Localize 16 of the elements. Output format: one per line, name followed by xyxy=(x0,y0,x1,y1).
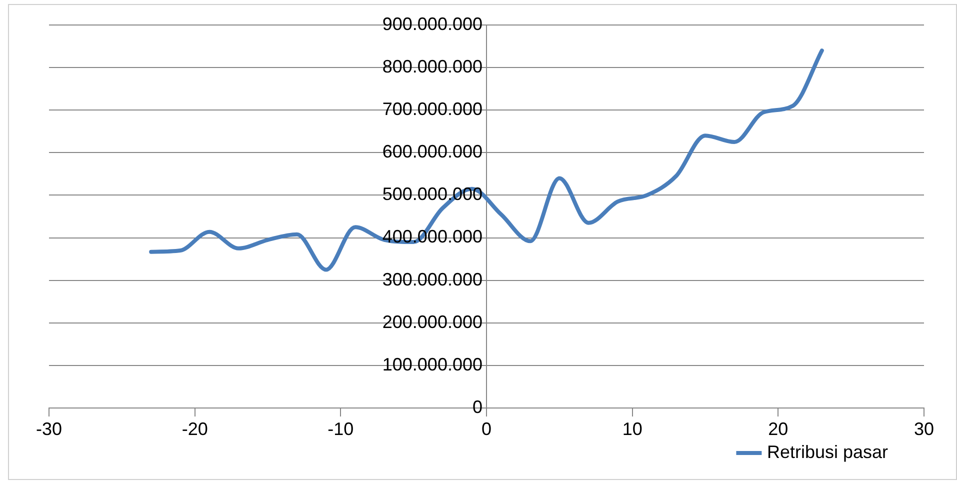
x-tick-label: 20 xyxy=(768,418,788,439)
x-tick-label: -10 xyxy=(328,418,354,439)
y-tick-label: 600.000.000 xyxy=(382,142,482,162)
y-tick-label: 0 xyxy=(472,396,482,417)
x-tick-label: 10 xyxy=(622,418,642,439)
x-tick-label: -30 xyxy=(36,418,62,439)
x-tick-label: 30 xyxy=(914,418,934,439)
line-series xyxy=(149,48,824,272)
y-tick-label: 900.000.000 xyxy=(382,14,482,34)
y-tick-label: 800.000.000 xyxy=(382,56,482,77)
legend-label: Retribusi pasar xyxy=(766,442,888,462)
y-tick-label: 300.000.000 xyxy=(382,269,482,290)
y-tick-label: 200.000.000 xyxy=(382,312,482,332)
y-tick-label: 700.000.000 xyxy=(382,99,482,120)
x-tick-label: -20 xyxy=(182,418,208,439)
y-tick-label: 100.000.000 xyxy=(382,354,482,374)
